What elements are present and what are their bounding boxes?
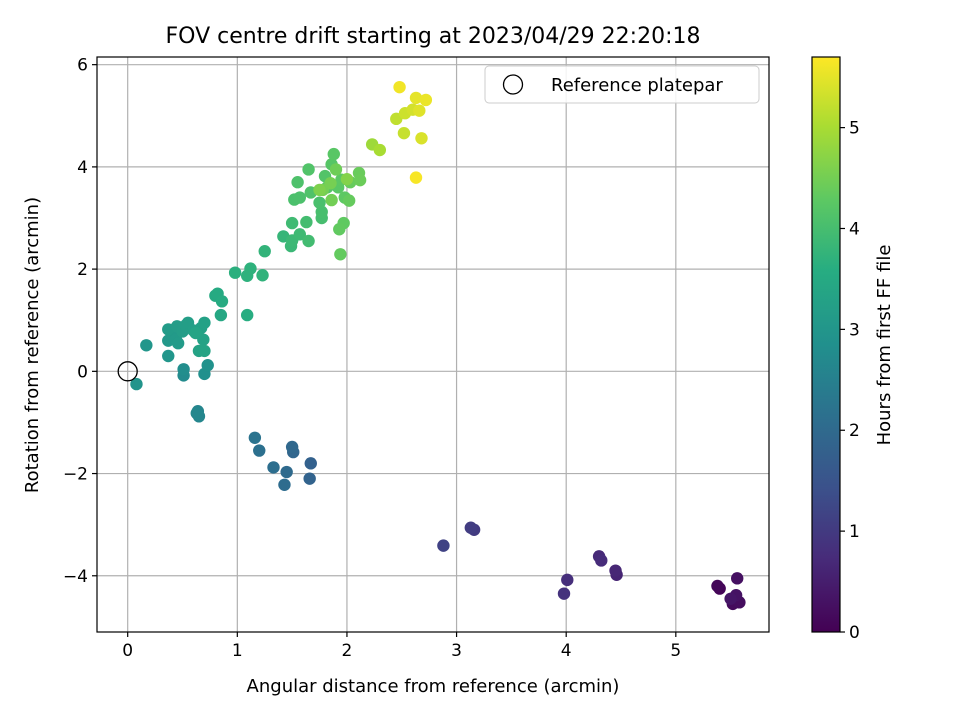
data-point <box>373 143 387 157</box>
data-point <box>340 172 354 186</box>
data-point <box>248 431 262 444</box>
x-tick-label: 4 <box>561 641 572 661</box>
data-point <box>201 359 214 372</box>
y-tick-label: −4 <box>63 567 88 587</box>
data-point <box>313 196 326 209</box>
data-point <box>409 171 423 184</box>
data-point <box>285 440 299 454</box>
colorbar-tick-label: 2 <box>849 421 860 441</box>
colorbar-gradient <box>811 56 841 633</box>
data-point <box>302 163 315 176</box>
data-point <box>327 147 340 161</box>
data-point <box>214 308 228 322</box>
colorbar-tick-label: 5 <box>849 119 860 139</box>
data-point <box>244 262 257 275</box>
data-point <box>325 193 338 207</box>
data-point <box>189 326 202 340</box>
data-point <box>285 216 299 230</box>
data-point <box>353 173 367 187</box>
data-point <box>293 228 307 241</box>
y-tick-label: −2 <box>63 465 88 485</box>
data-point <box>228 266 242 279</box>
data-point <box>302 234 315 248</box>
x-axis-label: Angular distance from reference (arcmin) <box>247 676 620 697</box>
data-point <box>140 339 153 352</box>
data-point <box>162 349 175 363</box>
x-tick-label: 3 <box>451 641 462 661</box>
data-point <box>731 572 744 585</box>
data-point <box>258 245 271 258</box>
x-axis: 0 1 2 3 4 5 <box>122 632 681 661</box>
data-point <box>278 478 291 491</box>
data-point <box>390 112 403 126</box>
data-point <box>304 457 317 470</box>
y-tick-label: 2 <box>77 260 88 280</box>
data-point <box>419 93 433 107</box>
plot-frame <box>96 56 770 633</box>
y-tick-label: 0 <box>77 362 88 382</box>
data-point <box>609 564 622 577</box>
data-point <box>342 194 356 207</box>
data-point <box>561 573 574 587</box>
data-point <box>190 407 203 420</box>
data-point <box>267 461 280 474</box>
data-point <box>293 191 307 204</box>
scatter-points <box>117 80 746 611</box>
legend-marker-reference <box>502 74 524 95</box>
data-point <box>595 554 608 567</box>
data-point <box>256 269 269 282</box>
x-tick-label: 1 <box>232 641 243 661</box>
colorbar-tick-label: 0 <box>849 623 860 643</box>
data-point <box>253 444 266 457</box>
data-point <box>198 316 211 329</box>
legend-box <box>484 65 760 104</box>
colorbar-label: Hours from first FF file <box>874 245 895 446</box>
data-point <box>198 344 211 358</box>
data-point <box>300 215 313 229</box>
data-point <box>291 176 304 189</box>
y-axis: −4 −2 0 2 4 6 <box>63 56 97 587</box>
data-point <box>313 183 326 197</box>
data-point <box>333 223 346 236</box>
colorbar-ticks: 0 1 2 3 4 5 <box>840 119 860 643</box>
data-point <box>171 337 185 350</box>
legend-label-reference: Reference platepar <box>551 75 723 96</box>
data-point <box>130 377 143 391</box>
data-point <box>177 363 190 376</box>
y-tick-label: 6 <box>77 56 88 76</box>
data-point <box>464 521 478 534</box>
data-point <box>329 163 343 176</box>
data-point <box>303 472 316 485</box>
data-point <box>215 295 229 308</box>
legend: Reference platepar <box>484 65 760 104</box>
x-tick-label: 5 <box>670 641 681 661</box>
x-tick-label: 2 <box>342 641 353 661</box>
data-point <box>711 579 724 593</box>
data-point <box>437 539 450 552</box>
chart-title: FOV centre drift starting at 2023/04/29 … <box>166 24 701 49</box>
data-point <box>280 465 293 479</box>
data-point <box>415 132 428 145</box>
colorbar-tick-label: 1 <box>849 522 860 542</box>
data-point <box>397 126 411 140</box>
reference-platepar-marker <box>117 361 138 382</box>
data-point <box>240 308 254 322</box>
data-point <box>334 248 347 261</box>
x-tick-label: 0 <box>122 641 133 661</box>
data-point <box>724 592 737 605</box>
y-tick-label: 4 <box>77 158 88 178</box>
y-axis-label: Rotation from reference (arcmin) <box>22 197 43 493</box>
data-point <box>393 80 406 94</box>
grid <box>97 57 769 632</box>
data-point <box>413 104 426 117</box>
colorbar-tick-label: 4 <box>849 219 860 239</box>
colorbar: 0 1 2 3 4 5 Hours from first FF file <box>811 56 895 643</box>
data-point <box>557 587 571 600</box>
colorbar-tick-label: 3 <box>849 320 860 340</box>
data-point <box>324 177 337 190</box>
data-point <box>409 91 423 105</box>
